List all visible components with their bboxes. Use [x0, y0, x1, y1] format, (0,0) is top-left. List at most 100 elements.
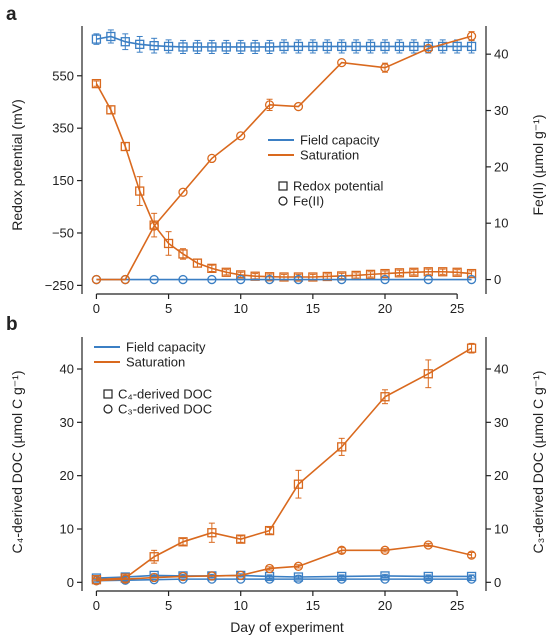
field-capacity-square-point [308, 41, 318, 52]
field-capacity-circle-point [178, 274, 188, 285]
field-capacity-circle-point [423, 274, 433, 285]
field-capacity-circle-point [178, 574, 188, 584]
saturation-square-point [466, 343, 477, 353]
right-y-tick-label: 0 [494, 272, 501, 287]
right-y-tick-label: 20 [494, 159, 508, 174]
legend-circle-marker [103, 404, 113, 414]
x-tick-label: 20 [378, 598, 392, 613]
saturation-square-point [192, 258, 203, 268]
field-capacity-circle-point [264, 274, 275, 285]
field-capacity-square-point [423, 571, 433, 582]
saturation-circle-point [380, 63, 390, 73]
saturation-square-point [365, 269, 376, 280]
saturation-circle-point [293, 101, 304, 112]
saturation-square-point [236, 534, 246, 544]
field-capacity-square-point [337, 571, 347, 582]
left-y-tick-label: 150 [52, 173, 74, 188]
panel-b-letter: b [6, 314, 18, 335]
field-capacity-square-point [337, 41, 347, 52]
x-tick-label: 10 [233, 598, 247, 613]
saturation-circle-point [149, 221, 159, 231]
x-tick-label: 0 [93, 598, 100, 613]
field-capacity-circle-point [423, 574, 433, 584]
saturation-square-point [322, 271, 332, 282]
saturation-circle-point [337, 57, 347, 68]
legend-line-label: Saturation [126, 355, 185, 370]
saturation-circle-point [380, 545, 390, 555]
saturation-circle-point [466, 550, 477, 560]
x-tick-label: 15 [306, 598, 320, 613]
legend-marker-label: Redox potential [293, 179, 383, 194]
field-capacity-square-point [236, 42, 246, 52]
saturation-square-point [221, 267, 231, 277]
field-capacity-square-point [192, 42, 203, 52]
saturation-circle-line [96, 35, 472, 281]
field-capacity-circle-point [337, 274, 347, 285]
left-y-tick-label: 10 [60, 522, 74, 537]
saturation-square-point [149, 552, 159, 562]
right-y-tick-label: 20 [494, 468, 508, 483]
legend-marker-label: C₄-derived DOC [118, 387, 212, 402]
left-y-tick-label: 0 [67, 575, 74, 590]
field-capacity-square-point [322, 41, 332, 52]
field-capacity-square-point [351, 41, 361, 52]
legend-line-label: Field capacity [126, 340, 206, 355]
left-y-tick-label: −50 [52, 225, 74, 240]
saturation-circle-point [91, 576, 102, 586]
saturation-circle-point [178, 571, 188, 582]
field-capacity-circle-point [380, 574, 390, 584]
right-y-tick-label: 10 [494, 216, 508, 231]
saturation-square-point [178, 537, 188, 547]
field-capacity-square-point [250, 42, 260, 52]
saturation-circle-point [423, 540, 433, 550]
field-capacity-square-point [149, 41, 159, 51]
saturation-square-point [279, 272, 289, 282]
panel-b-right-axis-title: C₃-derived DOC (µmol C g⁻¹) [530, 371, 546, 554]
field-capacity-square-point [163, 41, 174, 52]
saturation-square-point [178, 249, 188, 259]
left-y-tick-label: 350 [52, 121, 74, 136]
saturation-square-point [135, 186, 145, 196]
panel-a-right-axis-title: Fe(II) (µmol g⁻¹) [530, 114, 546, 215]
panel-a: a 0 5 10 15 20 25 −250 −50 150 350 550 0 10 20 30 40 Fi… [6, 4, 546, 316]
saturation-square-point [163, 238, 174, 249]
saturation-square-line [96, 347, 472, 581]
panel-b-marks [91, 342, 477, 586]
saturation-circle-point [91, 274, 102, 285]
right-y-tick-label: 30 [494, 415, 508, 430]
field-capacity-square-point [452, 41, 462, 52]
saturation-circle-point [178, 187, 188, 197]
field-capacity-square-line [96, 574, 472, 579]
field-capacity-circle-point [293, 574, 304, 584]
saturation-square-point [293, 479, 304, 489]
saturation-circle-point [207, 153, 217, 164]
panel-b-left-axis-title: C₄-derived DOC (µmol C g⁻¹) [9, 371, 25, 554]
saturation-square-point [293, 272, 304, 282]
field-capacity-square-point [380, 41, 390, 52]
saturation-square-point [337, 442, 347, 452]
right-y-tick-label: 40 [494, 47, 508, 62]
saturation-square-point [380, 268, 390, 279]
saturation-square-point [438, 267, 448, 277]
field-capacity-square-point [207, 42, 217, 52]
field-capacity-square-point [394, 41, 405, 52]
field-capacity-square-point [91, 34, 102, 44]
saturation-square-point [466, 268, 477, 279]
left-y-tick-label: −250 [45, 278, 74, 293]
field-capacity-circle-point [466, 574, 477, 584]
field-capacity-square-point [264, 42, 275, 52]
saturation-square-point [207, 528, 217, 538]
legend-marker-label: Fe(II) [293, 194, 324, 209]
x-tick-label: 5 [165, 301, 172, 316]
panel-a-letter: a [6, 4, 17, 25]
field-capacity-circle-line [96, 578, 472, 582]
right-y-tick-label: 30 [494, 103, 508, 118]
legend-line-label: Field capacity [300, 133, 380, 148]
saturation-circle-point [293, 561, 304, 571]
x-tick-label: 25 [450, 301, 464, 316]
field-capacity-circle-point [264, 574, 275, 584]
field-capacity-circle-point [149, 274, 159, 285]
saturation-circle-point [264, 563, 275, 574]
field-capacity-square-point [120, 37, 130, 47]
